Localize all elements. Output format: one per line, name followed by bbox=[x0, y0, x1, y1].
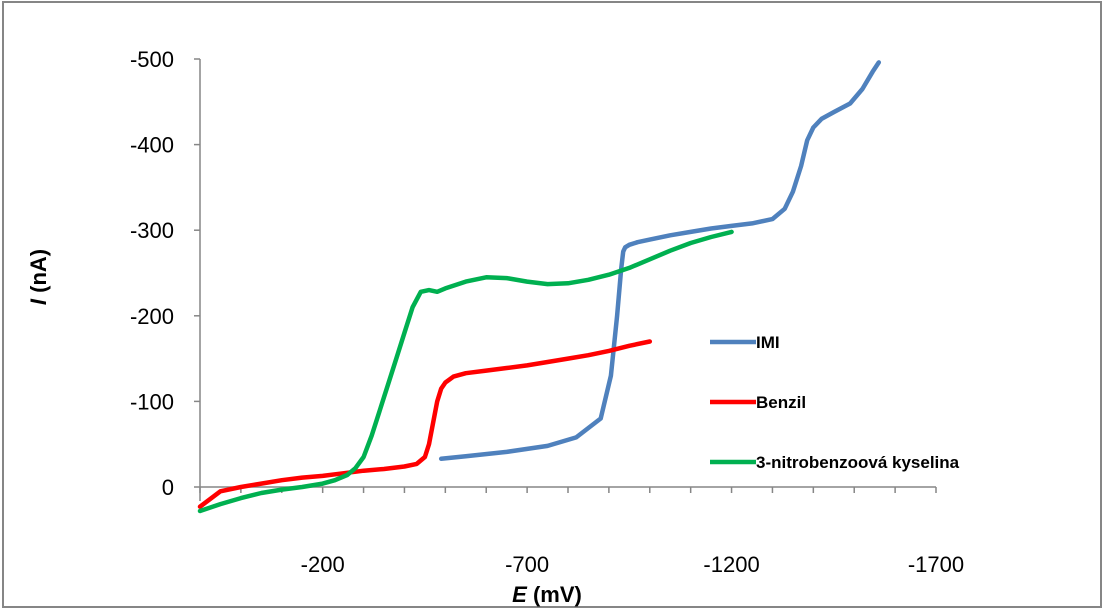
legend-item-3-nitrobenzoic-acid: 3-nitrobenzoová kyselina bbox=[710, 453, 960, 472]
axes: -200 -700 -1200 -1700 0 -100 -200 -300 -400 -500 bbox=[130, 47, 964, 577]
line-chart: -200 -700 -1200 -1700 0 -100 -200 -300 -400 -500… bbox=[26, 47, 964, 607]
series-line-3-nitrobenzoov-kyselina bbox=[197, 229, 734, 514]
y-tick-label: -500 bbox=[130, 47, 174, 72]
y-axis-title-symbol: I bbox=[26, 298, 51, 305]
x-axis-title-symbol: E bbox=[512, 582, 528, 607]
legend-item-imi: IMI bbox=[710, 333, 780, 352]
x-ticks bbox=[199, 487, 937, 493]
x-axis-title: E (mV) bbox=[512, 582, 582, 607]
y-tick-label: 0 bbox=[162, 475, 174, 500]
legend-item-benzil: Benzil bbox=[710, 393, 806, 412]
y-tick-labels: 0 -100 -200 -300 -400 -500 bbox=[130, 47, 174, 500]
y-tick-label: -100 bbox=[130, 389, 174, 414]
x-tick-label: -1700 bbox=[908, 552, 964, 577]
x-tick-label: -200 bbox=[301, 552, 345, 577]
series-line-benzil bbox=[197, 339, 653, 509]
x-tick-label: -700 bbox=[505, 552, 549, 577]
legend-label-imi: IMI bbox=[756, 333, 780, 352]
legend: IMI Benzil 3-nitrobenzoová kyselina bbox=[710, 333, 960, 472]
legend-label-3-nitrobenzoic-acid: 3-nitrobenzoová kyselina bbox=[756, 453, 960, 472]
series-lines bbox=[197, 60, 882, 514]
y-tick-label: -300 bbox=[130, 218, 174, 243]
x-tick-labels: -200 -700 -1200 -1700 bbox=[301, 552, 964, 577]
y-tick-label: -200 bbox=[130, 304, 174, 329]
x-tick-label: -1200 bbox=[703, 552, 759, 577]
series-line-imi bbox=[438, 60, 882, 462]
y-axis-title-unit: (nA) bbox=[26, 249, 51, 299]
y-axis-title: I (nA) bbox=[26, 249, 51, 305]
y-tick-label: -400 bbox=[130, 133, 174, 158]
x-axis-title-unit: (mV) bbox=[527, 582, 582, 607]
legend-label-benzil: Benzil bbox=[756, 393, 806, 412]
y-ticks bbox=[194, 58, 200, 488]
